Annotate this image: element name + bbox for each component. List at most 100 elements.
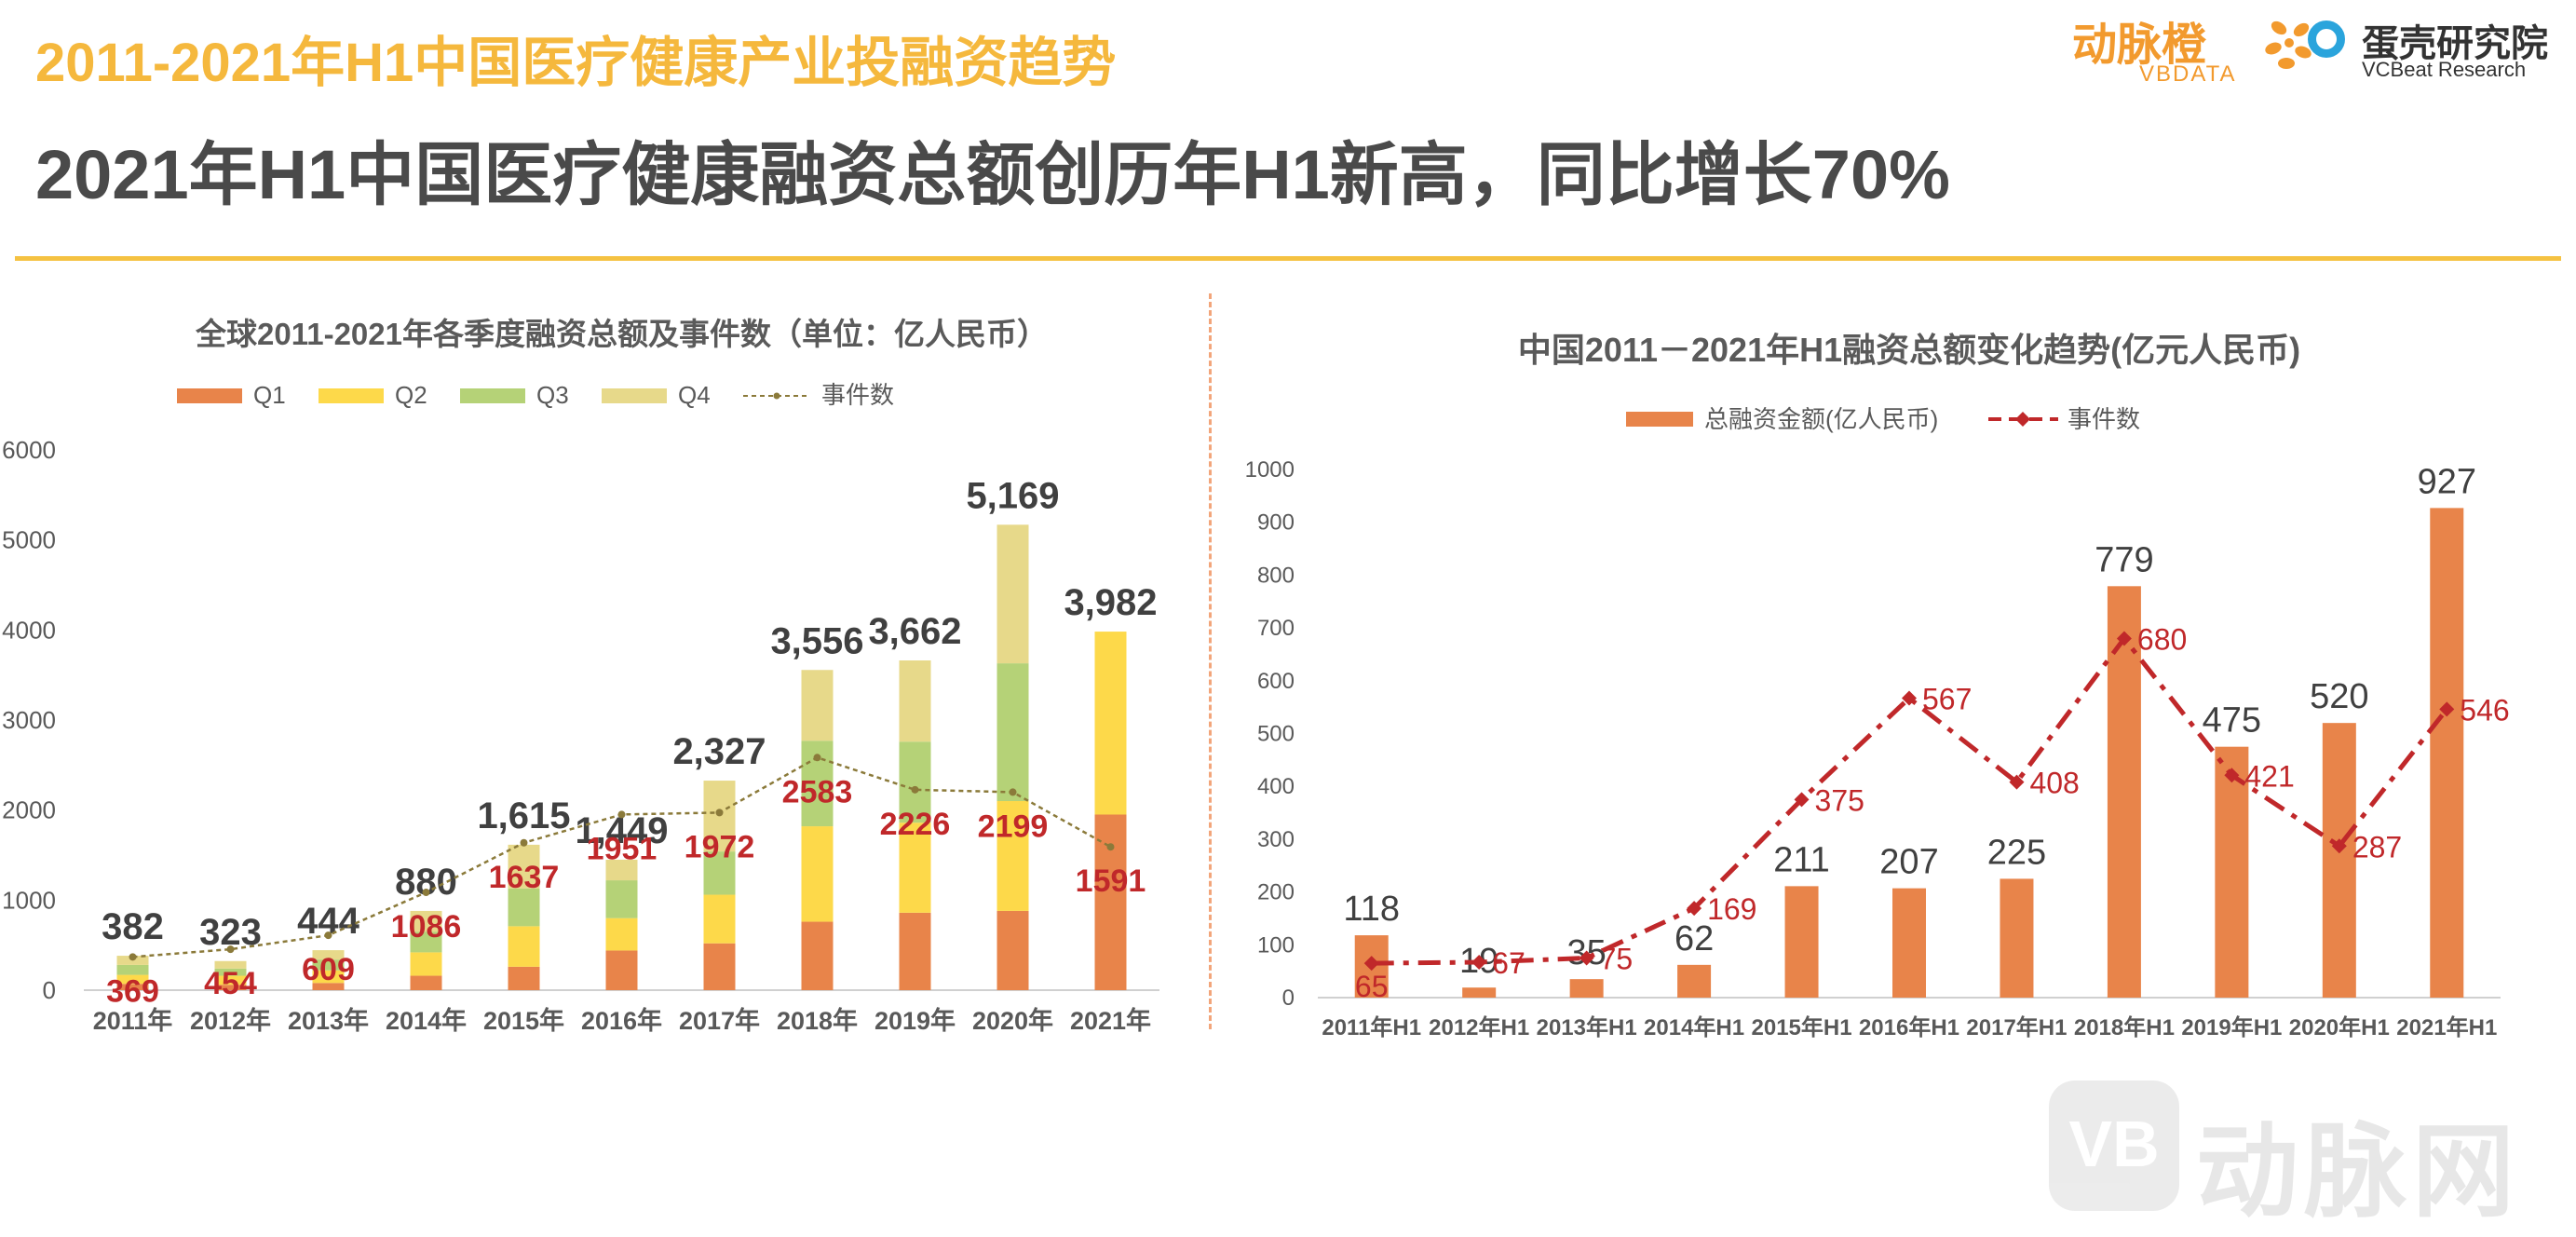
bar-value-label: 207 <box>1879 843 1938 882</box>
chart-title: 中国2011－2021年H1融资总额变化趋势(亿元人民币) <box>1518 331 2300 369</box>
x-tick-label: 2012年H1 <box>1429 1014 1529 1040</box>
y-tick-label: 500 <box>1257 722 1295 747</box>
events-point <box>129 953 137 961</box>
events-label: 375 <box>1815 783 1864 817</box>
bar-q1 <box>214 985 247 990</box>
x-tick-label: 2020年H1 <box>2289 1014 2390 1040</box>
page-title: 2011-2021年H1中国医疗健康产业投融资趋势 <box>35 33 1117 93</box>
bar-q1 <box>605 950 638 990</box>
events-point <box>1579 950 1594 966</box>
y-tick-label: 3000 <box>2 706 56 734</box>
x-tick-label: 2014年H1 <box>1644 1014 1744 1040</box>
vbdata-logo-en: VBDATA <box>2139 61 2237 87</box>
bar-q1 <box>801 921 834 990</box>
x-tick-label: 2019年 <box>874 1006 956 1035</box>
x-tick-label: 2013年 <box>288 1006 369 1035</box>
page-subtitle: 2021年H1中国医疗健康融资总额创历年H1新高，同比增长70% <box>35 136 1950 213</box>
events-label: 680 <box>2137 622 2187 656</box>
china-h1-chart: 中国2011－2021年H1融资总额变化趋势(亿元人民币) 总融资金额(亿人民币)… <box>1245 331 2510 1040</box>
x-tick-label: 2016年H1 <box>1859 1014 1959 1040</box>
watermark: VB 动脉网 <box>2049 1081 2570 1230</box>
bar-value-label: 118 <box>1343 890 1400 929</box>
bar-q4 <box>214 960 247 969</box>
bar-q2 <box>703 894 736 944</box>
total-label: 3,556 <box>770 620 863 661</box>
events-label: 1951 <box>587 831 658 866</box>
total-label: 3,982 <box>1064 582 1157 623</box>
x-tick-label: 2011年 <box>93 1006 173 1035</box>
legend-label-events: 事件数 <box>2068 405 2140 433</box>
chart-title: 全球2011-2021年各季度融资总额及事件数（单位：亿人民币） <box>195 317 1048 351</box>
y-tick-label: 5000 <box>2 526 56 554</box>
vcbeat-logo: 蛋壳研究院 VCBeat Research <box>2308 13 2569 88</box>
events-point <box>226 945 235 954</box>
watermark-badge-text: VB <box>2068 1108 2160 1180</box>
total-label: 382 <box>102 906 164 947</box>
events-label: 287 <box>2352 830 2402 863</box>
y-tick-label: 400 <box>1257 774 1295 799</box>
x-tick-label: 2011年H1 <box>1322 1014 1421 1040</box>
events-label: 408 <box>2029 767 2079 800</box>
legend-label-q3: Q3 <box>536 381 569 409</box>
bar-q3 <box>116 964 149 975</box>
y-tick-label: 2000 <box>2 796 56 824</box>
x-tick-label: 2013年H1 <box>1537 1014 1637 1040</box>
bar-q1 <box>312 983 345 990</box>
x-tick-label: 2020年 <box>972 1006 1053 1035</box>
x-tick-label: 2015年 <box>483 1006 564 1035</box>
flower-icon <box>2265 20 2312 69</box>
total-label: 2,327 <box>672 731 766 772</box>
legend-marker-events <box>2015 412 2030 427</box>
x-tick-label: 2018年 <box>777 1006 858 1035</box>
bar-q1 <box>899 912 931 990</box>
bar-q1 <box>703 943 736 990</box>
y-tick-label: 0 <box>1282 986 1295 1011</box>
bar-total <box>2322 723 2356 998</box>
bar-q4 <box>605 859 638 881</box>
bar-q3 <box>703 851 736 895</box>
events-point <box>2439 701 2455 717</box>
events-point <box>2331 838 2347 854</box>
legend-swatch-q3 <box>460 388 525 403</box>
ring-icon <box>2308 20 2345 58</box>
legend-swatch-total <box>1626 412 1693 427</box>
legend-swatch-q2 <box>319 388 384 403</box>
events-point <box>2116 631 2132 646</box>
legend-label-q4: Q4 <box>678 381 711 409</box>
x-tick-label: 2019年H1 <box>2181 1014 2282 1040</box>
bar-q2 <box>410 952 442 976</box>
bar-q2 <box>312 970 345 984</box>
y-tick-label: 4000 <box>2 616 56 644</box>
bar-q4 <box>899 660 931 742</box>
bar-q3 <box>899 741 931 823</box>
events-label: 67 <box>1492 946 1525 980</box>
y-tick-label: 6000 <box>2 436 56 464</box>
bar-q2 <box>1094 632 1127 815</box>
events-point <box>2009 774 2025 790</box>
events-label: 1086 <box>391 909 462 945</box>
y-tick-label: 900 <box>1257 510 1295 536</box>
y-tick-label: 300 <box>1257 827 1295 852</box>
x-tick-label: 2021年H1 <box>2396 1014 2497 1040</box>
events-point <box>813 754 821 762</box>
events-point <box>1794 792 1810 808</box>
events-label: 2583 <box>782 774 853 809</box>
bar-total <box>2000 878 2034 998</box>
watermark-text: 动脉网 <box>2196 1115 2520 1230</box>
bar-q1 <box>997 910 1029 990</box>
bar-q4 <box>801 670 834 741</box>
total-label: 3,662 <box>868 611 961 652</box>
events-label: 75 <box>1600 942 1634 975</box>
x-tick-label: 2012年 <box>190 1006 271 1035</box>
title-divider <box>15 256 2561 261</box>
events-point <box>1471 955 1487 971</box>
bar-total <box>1677 964 1712 998</box>
y-tick-label: 800 <box>1257 563 1295 588</box>
events-point <box>324 931 332 940</box>
events-label: 369 <box>106 973 159 1009</box>
bar-q3 <box>312 959 345 971</box>
legend-swatch-q1 <box>177 388 242 403</box>
bar-value-label: 779 <box>2095 540 2153 579</box>
events-label: 65 <box>1355 970 1389 1003</box>
x-tick-label: 2018年H1 <box>2074 1014 2175 1040</box>
